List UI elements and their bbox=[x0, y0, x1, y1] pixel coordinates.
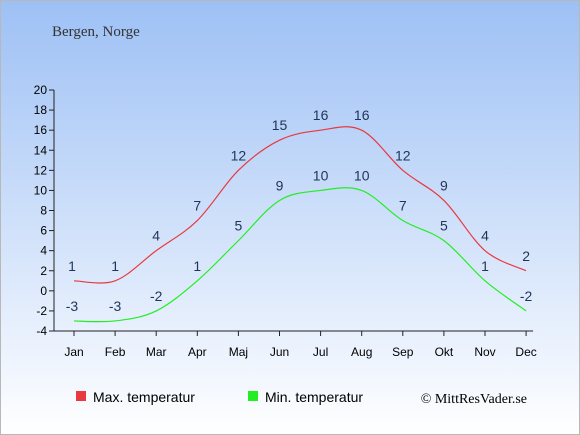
legend-swatch-max bbox=[76, 391, 86, 401]
data-label: 16 bbox=[313, 107, 329, 123]
data-label: 10 bbox=[354, 167, 370, 183]
data-label: -2 bbox=[520, 288, 533, 304]
data-label: 4 bbox=[481, 228, 489, 244]
y-tick-label: 4 bbox=[40, 244, 47, 258]
data-label: 1 bbox=[193, 258, 201, 274]
legend-label-max: Max. temperatur bbox=[93, 389, 195, 405]
data-label: 1 bbox=[68, 258, 76, 274]
x-tick-label: Aug bbox=[351, 345, 372, 359]
x-tick-label: Feb bbox=[105, 345, 126, 359]
data-label: 9 bbox=[440, 177, 448, 193]
data-label: 10 bbox=[313, 167, 329, 183]
x-tick-label: Mar bbox=[146, 345, 167, 359]
y-tick-label: 2 bbox=[40, 264, 47, 278]
chart-title: Bergen, Norge bbox=[52, 24, 140, 40]
x-tick-label: Dec bbox=[515, 345, 536, 359]
data-label: 12 bbox=[231, 147, 247, 163]
data-label: 9 bbox=[276, 177, 284, 193]
data-label: -3 bbox=[66, 298, 79, 314]
y-tick-label: 10 bbox=[34, 183, 48, 197]
y-tick-label: 14 bbox=[34, 143, 48, 157]
data-label: 4 bbox=[152, 228, 160, 244]
data-label: -2 bbox=[150, 288, 163, 304]
y-tick-label: 20 bbox=[34, 83, 48, 97]
x-tick-label: Apr bbox=[188, 345, 207, 359]
data-label: 1 bbox=[481, 258, 489, 274]
legend-label-min: Min. temperatur bbox=[265, 389, 363, 405]
x-tick-label: Jul bbox=[313, 345, 328, 359]
data-label: 1 bbox=[111, 258, 119, 274]
data-label: 7 bbox=[193, 198, 201, 214]
y-tick-label: 6 bbox=[40, 224, 47, 238]
series-line-min bbox=[73, 187, 527, 323]
x-tick-label: Nov bbox=[474, 345, 495, 359]
legend-swatch-min bbox=[248, 391, 258, 401]
series-lines bbox=[73, 126, 527, 323]
credit-text: © MittResVader.se bbox=[421, 392, 527, 407]
x-tick-label: Okt bbox=[435, 345, 454, 359]
data-label: 12 bbox=[395, 147, 411, 163]
y-tick-label: -4 bbox=[36, 324, 47, 338]
data-label: 2 bbox=[522, 248, 530, 264]
data-label: 16 bbox=[354, 107, 370, 123]
data-label: 7 bbox=[399, 198, 407, 214]
y-tick-label: 12 bbox=[34, 163, 48, 177]
x-tick-label: Jun bbox=[270, 345, 289, 359]
x-tick-label: Maj bbox=[229, 345, 248, 359]
y-tick-label: -2 bbox=[36, 304, 47, 318]
data-label: 15 bbox=[272, 117, 288, 133]
y-tick-label: 18 bbox=[34, 103, 48, 117]
y-tick-label: 8 bbox=[40, 204, 47, 218]
x-tick-label: Jan bbox=[64, 345, 83, 359]
data-label: -3 bbox=[109, 298, 122, 314]
series-line-max bbox=[73, 126, 527, 284]
data-label: 5 bbox=[235, 218, 243, 234]
x-tick-label: Sep bbox=[392, 345, 414, 359]
y-tick-label: 16 bbox=[34, 123, 48, 137]
y-tick-label: 0 bbox=[40, 284, 47, 298]
data-label: 5 bbox=[440, 218, 448, 234]
legend: Max. temperatur Min. temperatur bbox=[76, 389, 363, 405]
